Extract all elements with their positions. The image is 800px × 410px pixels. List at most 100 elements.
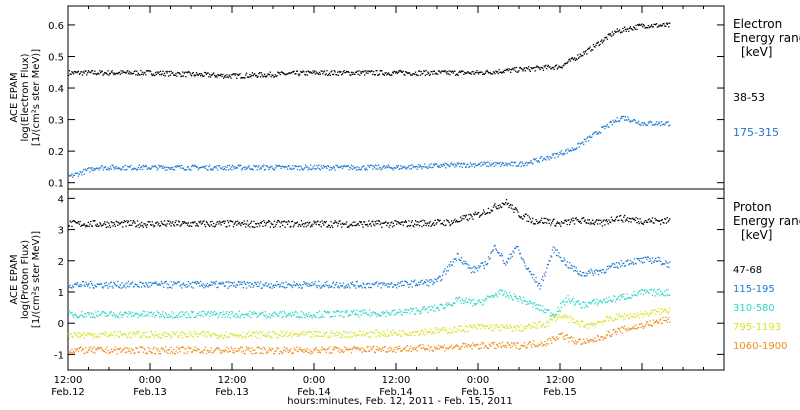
data-point	[473, 271, 476, 274]
data-point	[91, 169, 93, 171]
data-point	[353, 285, 355, 287]
data-point	[510, 69, 513, 71]
data-point	[112, 287, 114, 289]
data-point	[236, 166, 238, 169]
data-point	[186, 335, 189, 338]
data-point	[312, 351, 314, 353]
data-point	[295, 333, 297, 335]
data-point	[181, 164, 183, 167]
data-point	[190, 283, 192, 285]
data-point	[578, 273, 581, 276]
data-point	[218, 223, 220, 225]
data-point	[304, 331, 306, 333]
data-point	[455, 297, 458, 299]
data-point	[592, 133, 594, 136]
data-point	[609, 34, 611, 36]
data-point	[356, 70, 358, 72]
data-point	[665, 121, 668, 124]
data-point	[84, 224, 86, 227]
data-point	[82, 316, 85, 318]
data-point	[179, 332, 181, 334]
data-point	[464, 299, 466, 302]
data-point	[422, 306, 424, 308]
data-point	[197, 282, 199, 284]
data-point	[640, 313, 642, 315]
data-point	[644, 256, 646, 259]
data-point	[296, 350, 299, 353]
data-point	[208, 76, 210, 78]
data-point	[631, 261, 633, 263]
data-point	[306, 166, 308, 168]
data-point	[109, 168, 111, 170]
data-point	[552, 313, 554, 315]
data-point	[161, 167, 163, 169]
data-point	[382, 222, 384, 224]
data-point	[451, 164, 454, 166]
data-point	[132, 286, 135, 288]
data-point	[621, 117, 623, 119]
data-point	[360, 335, 362, 337]
data-point	[314, 221, 317, 223]
data-point	[318, 317, 320, 319]
data-point	[347, 165, 349, 167]
data-point	[636, 312, 638, 314]
data-point	[182, 167, 184, 169]
data-point	[472, 305, 474, 307]
data-point	[305, 333, 307, 335]
data-point	[364, 221, 366, 223]
data-point	[571, 299, 573, 301]
data-point	[180, 75, 182, 78]
data-point	[444, 330, 446, 332]
data-point	[110, 311, 112, 313]
data-point	[299, 169, 301, 171]
data-point	[113, 282, 116, 285]
data-point	[228, 164, 230, 167]
data-point	[660, 260, 662, 263]
data-point	[521, 217, 523, 220]
data-point	[104, 72, 107, 74]
data-point	[252, 226, 254, 228]
data-point	[349, 336, 351, 339]
data-point	[184, 311, 186, 314]
data-point	[505, 163, 508, 165]
data-point	[136, 220, 139, 222]
data-point	[439, 329, 441, 331]
data-point	[385, 166, 387, 168]
data-point	[209, 76, 212, 78]
data-point	[460, 345, 463, 348]
data-point	[446, 302, 448, 304]
data-point	[290, 348, 292, 350]
data-point	[506, 203, 508, 205]
data-point	[666, 216, 668, 219]
data-point	[454, 218, 456, 220]
data-point	[469, 325, 472, 327]
data-point	[469, 72, 471, 75]
data-point	[122, 70, 124, 72]
data-point	[520, 67, 522, 70]
data-point	[78, 223, 80, 225]
data-point	[80, 346, 82, 348]
data-point	[590, 136, 592, 139]
data-point	[522, 329, 524, 331]
data-point	[492, 249, 495, 251]
data-point	[641, 257, 643, 260]
data-point	[258, 223, 260, 225]
data-point	[442, 271, 444, 273]
data-point	[236, 284, 239, 286]
data-point	[251, 311, 253, 313]
data-point	[450, 71, 453, 73]
data-point	[215, 348, 217, 350]
data-point	[171, 350, 173, 352]
data-point	[395, 332, 397, 334]
data-point	[272, 348, 274, 350]
data-point	[445, 273, 447, 275]
data-point	[386, 165, 388, 167]
data-point	[368, 223, 371, 225]
data-point	[394, 220, 396, 222]
data-point	[80, 171, 82, 174]
data-point	[564, 259, 566, 261]
data-point	[322, 348, 324, 350]
data-point	[512, 330, 514, 332]
data-point	[487, 256, 490, 258]
data-point	[100, 225, 103, 227]
